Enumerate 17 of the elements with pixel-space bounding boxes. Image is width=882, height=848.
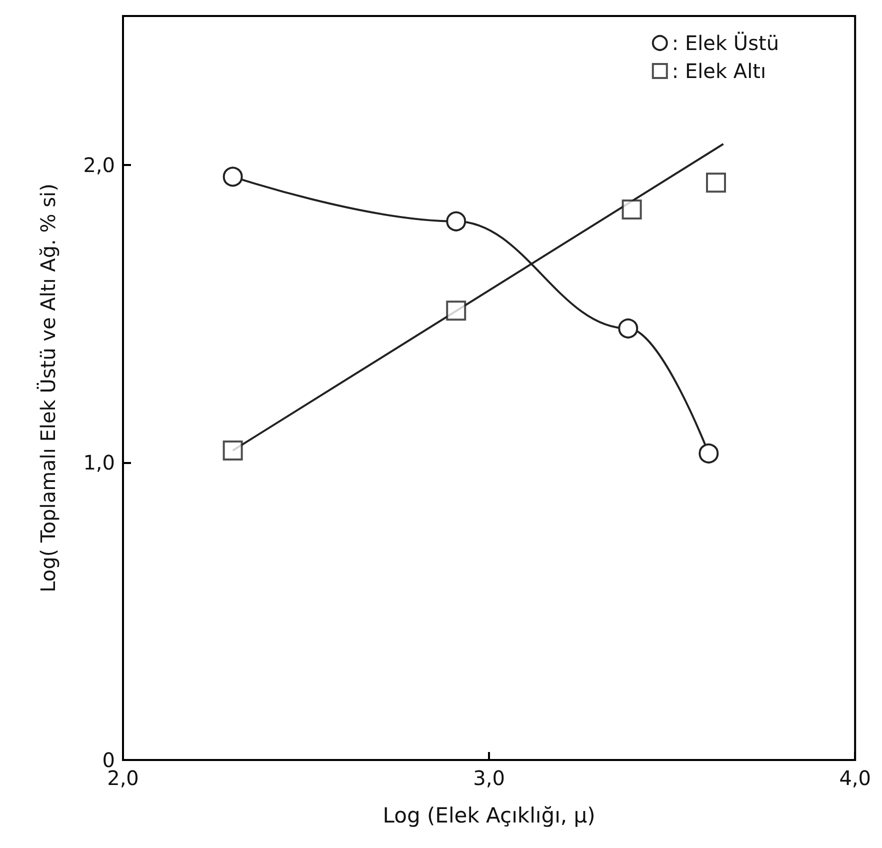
point — [446, 211, 466, 232]
point — [446, 300, 466, 321]
point — [698, 443, 719, 464]
point — [222, 440, 243, 460]
point — [706, 172, 726, 193]
x-axis-title: Log (Elek Açıklığı, μ) — [382, 804, 596, 828]
x-tick-label: 3,0 — [473, 766, 505, 790]
point — [622, 199, 642, 220]
y-axis-title: Log( Toplamalı Elek Üstü ve Altı Ağ. % si) — [36, 184, 60, 592]
y-tick-label: 1,0 — [83, 450, 115, 474]
point — [222, 166, 243, 187]
x-tick-label: 2,0 — [107, 766, 139, 790]
legend-label: : Elek Altı — [672, 59, 766, 83]
y-tick-label: 2,0 — [83, 152, 115, 177]
legend-label: : Elek Üstü — [672, 31, 779, 55]
x-tick-label: 4,0 — [839, 766, 872, 790]
point — [618, 318, 638, 338]
